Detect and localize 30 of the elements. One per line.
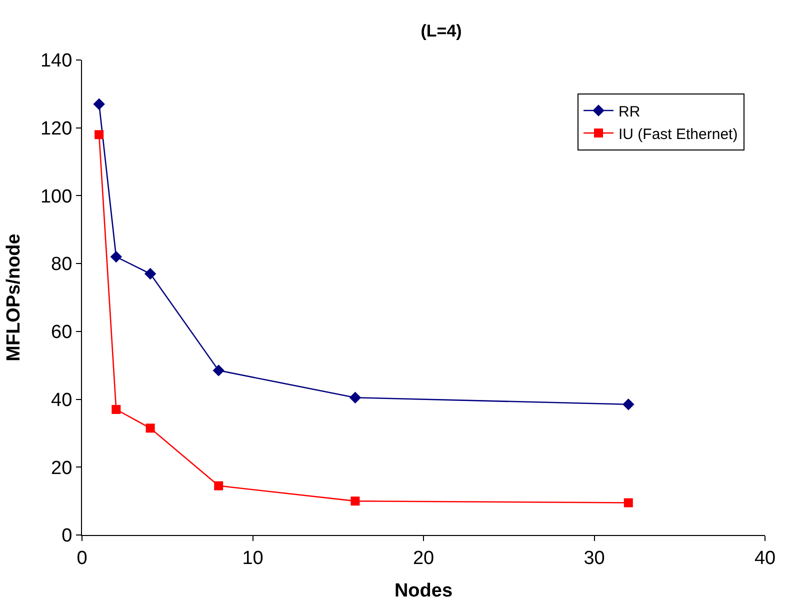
point — [112, 404, 121, 414]
y-axis-title: MFLOPs/node — [3, 234, 24, 362]
y-tick-label: 40 — [51, 390, 72, 411]
point — [94, 130, 104, 140]
point — [624, 498, 633, 508]
x-tick-label: 30 — [584, 548, 605, 569]
point — [349, 392, 362, 404]
y-tick-label: 140 — [40, 50, 72, 72]
point — [93, 98, 105, 110]
point — [622, 398, 634, 410]
legend-label: RR — [618, 103, 640, 120]
x-tick-label: 0 — [76, 548, 88, 569]
x-tick-label: 10 — [242, 548, 264, 569]
chart-title: (L=4) — [420, 21, 462, 40]
x-tick-label: 20 — [412, 548, 434, 569]
point — [146, 424, 155, 433]
legend-label: IU (Fast Ethernet) — [618, 126, 738, 143]
point — [350, 496, 360, 506]
point — [144, 268, 156, 280]
point — [110, 250, 122, 263]
y-tick-label: 60 — [51, 322, 72, 344]
y-tick-label: 20 — [51, 458, 72, 479]
y-tick-label: 100 — [40, 186, 72, 208]
y-tick-label: 80 — [51, 254, 72, 276]
point — [212, 364, 224, 376]
x-axis-title: Nodes — [394, 580, 453, 602]
point — [214, 481, 224, 490]
x-tick-label: 40 — [754, 548, 776, 569]
y-tick-label: 120 — [40, 118, 72, 140]
y-tick-label: 0 — [62, 526, 72, 547]
